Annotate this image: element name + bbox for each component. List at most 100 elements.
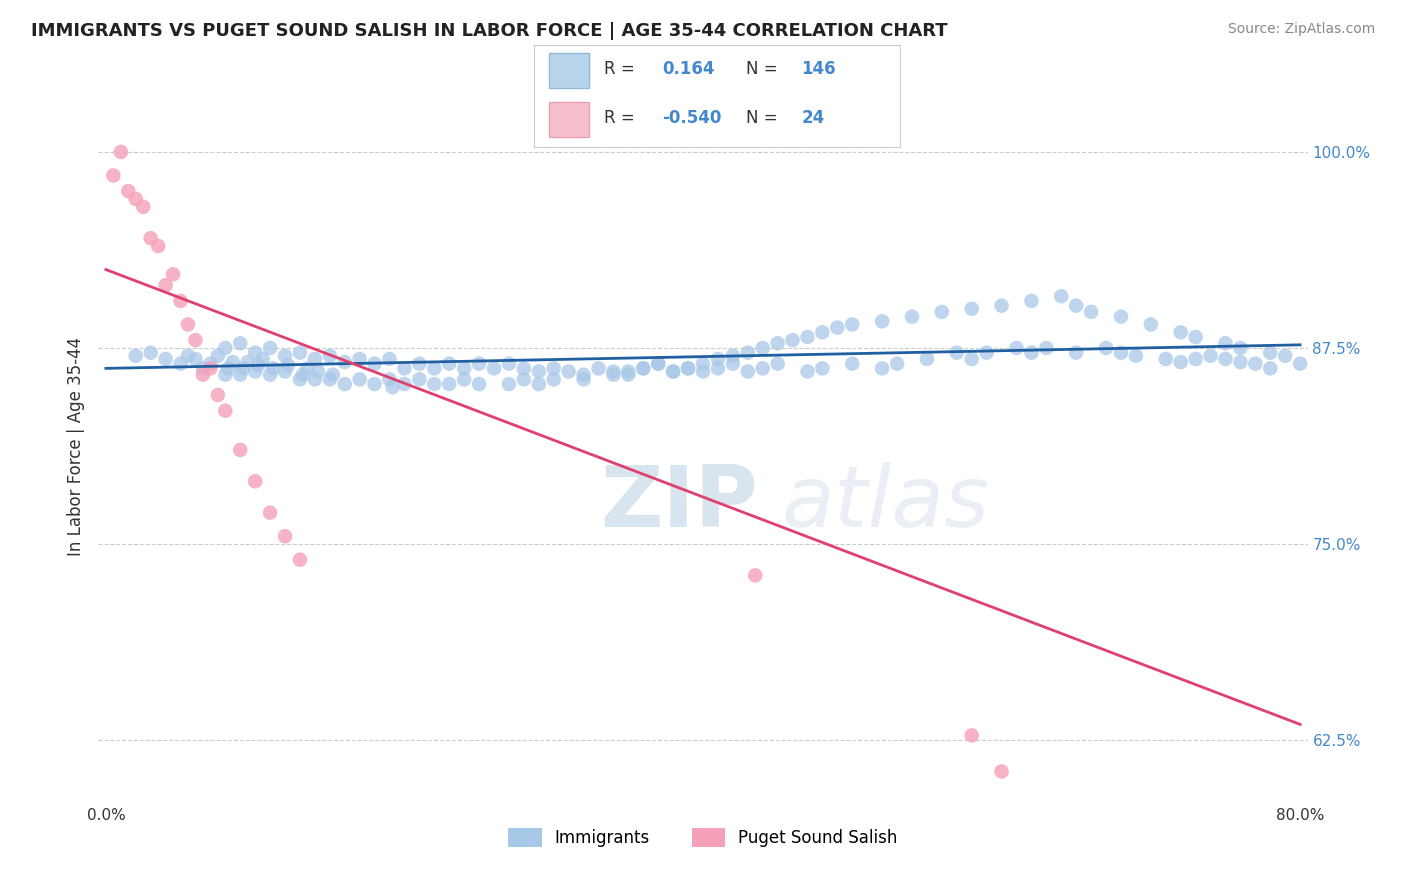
Point bbox=[423, 377, 446, 392]
Point bbox=[177, 318, 200, 332]
Point bbox=[676, 361, 699, 376]
Point bbox=[243, 345, 266, 359]
Point bbox=[633, 361, 655, 376]
Point bbox=[960, 728, 983, 742]
Point bbox=[1140, 318, 1163, 332]
Point bbox=[543, 361, 565, 376]
Text: 24: 24 bbox=[801, 110, 824, 128]
Point bbox=[394, 361, 416, 376]
Point bbox=[297, 361, 319, 376]
Point bbox=[1274, 349, 1296, 363]
Point bbox=[453, 372, 475, 386]
Point bbox=[482, 361, 505, 376]
Point bbox=[288, 552, 311, 566]
Point bbox=[468, 357, 491, 371]
Point bbox=[827, 320, 849, 334]
Point bbox=[1184, 330, 1206, 344]
Point bbox=[811, 361, 834, 376]
Point bbox=[191, 361, 214, 376]
Point bbox=[870, 314, 893, 328]
Point bbox=[960, 301, 983, 316]
Point bbox=[527, 364, 550, 378]
Point bbox=[319, 372, 342, 386]
Point bbox=[1021, 345, 1043, 359]
Point bbox=[1064, 299, 1087, 313]
Point bbox=[766, 336, 789, 351]
Point bbox=[707, 351, 730, 366]
Point bbox=[498, 357, 520, 371]
Point bbox=[1229, 341, 1251, 355]
Point bbox=[349, 351, 371, 366]
Text: N =: N = bbox=[747, 110, 778, 128]
Point bbox=[1095, 341, 1118, 355]
Point bbox=[572, 372, 595, 386]
Point bbox=[200, 361, 222, 376]
Point bbox=[155, 351, 177, 366]
Point bbox=[177, 349, 200, 363]
Point bbox=[222, 355, 245, 369]
Point bbox=[1303, 361, 1326, 376]
Point bbox=[1035, 341, 1057, 355]
Point bbox=[381, 380, 404, 394]
Point bbox=[274, 349, 297, 363]
Text: IMMIGRANTS VS PUGET SOUND SALISH IN LABOR FORCE | AGE 35-44 CORRELATION CHART: IMMIGRANTS VS PUGET SOUND SALISH IN LABO… bbox=[31, 22, 948, 40]
Point bbox=[662, 364, 685, 378]
Point bbox=[394, 377, 416, 392]
Point bbox=[602, 364, 624, 378]
Point bbox=[274, 364, 297, 378]
Point bbox=[990, 299, 1012, 313]
Legend: Immigrants, Puget Sound Salish: Immigrants, Puget Sound Salish bbox=[501, 819, 905, 855]
Point bbox=[633, 361, 655, 376]
Point bbox=[572, 368, 595, 382]
Point bbox=[132, 200, 155, 214]
Point bbox=[304, 372, 326, 386]
Point bbox=[207, 349, 229, 363]
Point bbox=[811, 326, 834, 340]
Point bbox=[200, 357, 222, 371]
Point bbox=[155, 278, 177, 293]
Point bbox=[139, 345, 162, 359]
Point bbox=[252, 351, 274, 366]
Point bbox=[291, 368, 314, 382]
Point bbox=[513, 372, 536, 386]
Point bbox=[1021, 293, 1043, 308]
FancyBboxPatch shape bbox=[548, 102, 589, 137]
Point bbox=[617, 368, 640, 382]
Point bbox=[498, 377, 520, 392]
Point bbox=[408, 357, 430, 371]
Point bbox=[288, 345, 311, 359]
Point bbox=[915, 351, 938, 366]
Point bbox=[453, 361, 475, 376]
Point bbox=[1258, 361, 1281, 376]
Point bbox=[676, 361, 699, 376]
Point bbox=[737, 364, 759, 378]
Point bbox=[307, 364, 329, 378]
Point bbox=[692, 357, 714, 371]
Point bbox=[782, 333, 804, 347]
Point bbox=[468, 377, 491, 392]
Point bbox=[423, 361, 446, 376]
Point bbox=[184, 333, 207, 347]
Point bbox=[1154, 351, 1177, 366]
Point bbox=[103, 169, 125, 183]
Point bbox=[841, 318, 863, 332]
Point bbox=[214, 368, 236, 382]
Point bbox=[1199, 349, 1222, 363]
Point bbox=[1244, 357, 1267, 371]
Point bbox=[162, 267, 184, 281]
Point bbox=[207, 388, 229, 402]
Point bbox=[349, 372, 371, 386]
Point bbox=[662, 364, 685, 378]
Point bbox=[1064, 345, 1087, 359]
Point bbox=[217, 361, 239, 376]
Point bbox=[588, 361, 610, 376]
Point bbox=[796, 364, 818, 378]
Point bbox=[1170, 355, 1192, 369]
Point bbox=[960, 351, 983, 366]
Point bbox=[363, 377, 385, 392]
Point bbox=[1005, 341, 1028, 355]
Point bbox=[602, 368, 624, 382]
Point bbox=[1109, 345, 1132, 359]
Text: atlas: atlas bbox=[782, 461, 990, 545]
Point bbox=[439, 377, 461, 392]
